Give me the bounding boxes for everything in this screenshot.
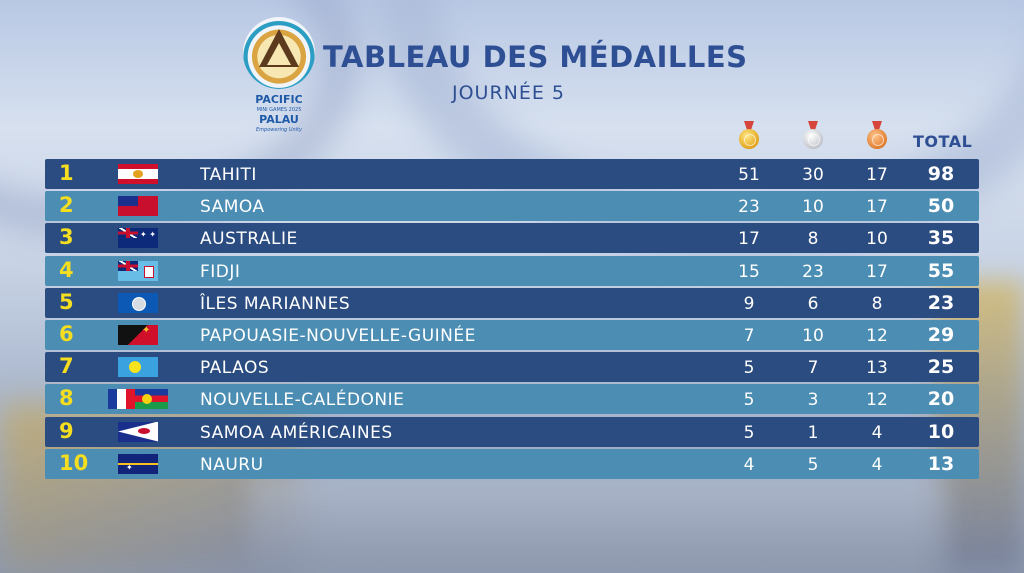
- bronze-count: 13: [866, 358, 888, 379]
- gold-count: 23: [738, 197, 760, 218]
- table-row: 10 NAURU 4 5 4 13: [45, 448, 979, 479]
- rank-number: 2: [59, 193, 74, 218]
- table-row: 6 PAPOUASIE-NOUVELLE-GUINÉE 7 10 12 29: [45, 319, 979, 350]
- total-count: 10: [927, 420, 955, 443]
- country-name: SAMOA: [200, 197, 265, 218]
- silver-count: 1: [807, 422, 819, 443]
- country-name: AUSTRALIE: [200, 229, 298, 250]
- silver-count: 3: [807, 390, 819, 411]
- total-count: 29: [927, 323, 955, 346]
- bronze-count: 17: [866, 165, 888, 185]
- rank-number: 6: [59, 321, 74, 346]
- table-row: 4 FIDJI 15 23 17 55: [45, 255, 979, 286]
- country-name: NAURU: [200, 454, 264, 475]
- table-row: 2 SAMOA 23 10 17 50: [45, 191, 979, 222]
- tahiti-flag-icon: [118, 164, 158, 184]
- page-subtitle: JOURNÉE 5: [452, 82, 566, 104]
- page-title: TABLEAU DES MÉDAILLES: [323, 40, 748, 74]
- silver-medal-icon: [802, 121, 824, 151]
- total-count: 55: [927, 259, 955, 282]
- rank-number: 1: [59, 161, 74, 185]
- gold-count: 5: [743, 390, 755, 411]
- gold-count: 4: [743, 454, 755, 475]
- country-name: ÎLES MARIANNES: [200, 293, 351, 314]
- table-row: 9 SAMOA AMÉRICAINES 5 1 4 10: [45, 416, 979, 447]
- table-row: 8 NOUVELLE-CALÉDONIE 5 3 12 20: [45, 384, 979, 415]
- american-samoa-flag-icon: [118, 421, 158, 442]
- rank-number: 10: [59, 450, 89, 475]
- rank-number: 9: [59, 418, 74, 443]
- nauru-flag-icon: [118, 453, 158, 474]
- bronze-count: 8: [871, 293, 883, 314]
- new-caledonia-flag-icon: [108, 389, 168, 410]
- bronze-count: 4: [871, 422, 883, 443]
- country-name: TAHITI: [200, 165, 257, 185]
- country-name: PAPOUASIE-NOUVELLE-GUINÉE: [200, 325, 476, 346]
- bronze-count: 12: [866, 390, 888, 411]
- gold-count: 5: [743, 422, 755, 443]
- total-count: 98: [927, 163, 955, 185]
- bronze-count: 4: [871, 454, 883, 475]
- australia-flag-icon: [118, 228, 158, 249]
- gold-count: 51: [738, 165, 760, 185]
- bronze-count: 10: [866, 229, 888, 250]
- table-row: 1 TAHITI 51 30 17 98: [45, 159, 979, 189]
- country-name: SAMOA AMÉRICAINES: [200, 422, 393, 443]
- rank-number: 5: [59, 289, 74, 314]
- gold-count: 15: [738, 261, 760, 282]
- gold-count: 9: [743, 293, 755, 314]
- silver-count: 10: [802, 325, 824, 346]
- bronze-count: 12: [866, 325, 888, 346]
- gold-medal-icon: [738, 121, 760, 151]
- pacific-mini-games-logo: PACIFIC MINI GAMES 2025 PALAU Empowering…: [243, 17, 315, 133]
- silver-count: 7: [807, 358, 819, 379]
- silver-count: 10: [802, 197, 824, 218]
- table-row: 7 PALAOS 5 7 13 25: [45, 352, 979, 383]
- total-count: 13: [927, 452, 955, 475]
- country-name: FIDJI: [200, 261, 241, 282]
- papua-new-guinea-flag-icon: [118, 324, 158, 345]
- fiji-flag-icon: [118, 260, 158, 281]
- total-count: 23: [927, 291, 955, 314]
- bronze-count: 17: [866, 197, 888, 218]
- palau-flag-icon: [118, 357, 158, 378]
- gold-count: 5: [743, 358, 755, 379]
- rank-number: 3: [59, 225, 74, 250]
- total-count: 25: [927, 356, 955, 379]
- table-row: 3 AUSTRALIE 17 8 10 35: [45, 223, 979, 254]
- samoa-flag-icon: [118, 196, 158, 217]
- medal-table: 1TAHITI513017982SAMOA231017503AUSTRALIE1…: [45, 159, 979, 481]
- total-count: 35: [927, 227, 955, 250]
- gold-count: 17: [738, 229, 760, 250]
- silver-count: 5: [807, 454, 819, 475]
- country-name: NOUVELLE-CALÉDONIE: [200, 390, 405, 411]
- total-column-header: TOTAL: [913, 132, 973, 151]
- gold-count: 7: [743, 325, 755, 346]
- table-row: 5 ÎLES MARIANNES 9 6 8 23: [45, 287, 979, 318]
- bronze-count: 17: [866, 261, 888, 282]
- rank-number: 7: [59, 354, 74, 379]
- total-count: 50: [927, 195, 955, 218]
- total-count: 20: [927, 388, 955, 411]
- rank-number: 4: [59, 257, 74, 282]
- bronze-medal-icon: [866, 121, 888, 151]
- northern-mariana-islands-flag-icon: [118, 292, 158, 313]
- silver-count: 8: [807, 229, 819, 250]
- silver-count: 30: [802, 165, 824, 185]
- rank-number: 8: [59, 386, 74, 411]
- silver-count: 6: [807, 293, 819, 314]
- silver-count: 23: [802, 261, 824, 282]
- country-name: PALAOS: [200, 358, 270, 379]
